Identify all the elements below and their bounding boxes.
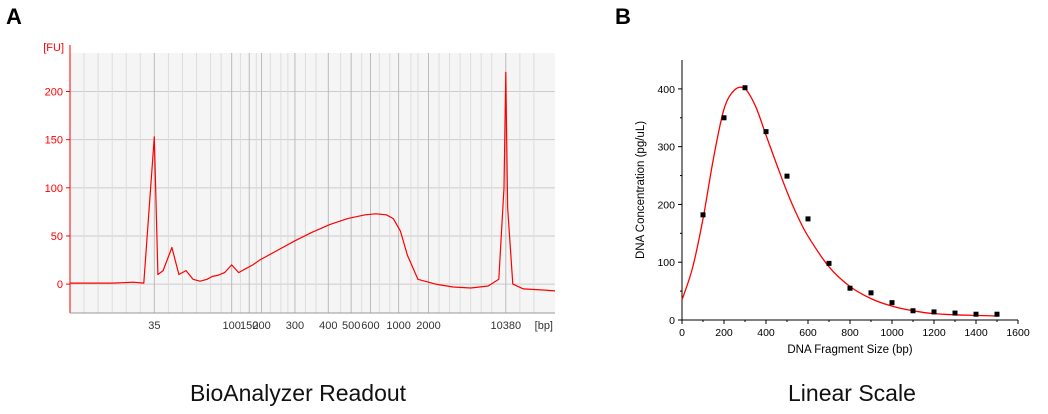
data-point bbox=[910, 308, 916, 314]
y-tick-label: 50 bbox=[51, 231, 63, 243]
linear-scale-chart: 0 100 200 300 400 0 200 400 600 800 1000 1200 1400 16… bbox=[635, 60, 1030, 356]
x-tick-label: 1200 bbox=[922, 327, 946, 339]
y-tick-label: 150 bbox=[45, 135, 63, 147]
x-axis-label: [bp] bbox=[535, 320, 553, 332]
x-tick-label: 35 bbox=[148, 320, 160, 332]
x-tick-label: 500 bbox=[342, 320, 360, 332]
data-point bbox=[700, 212, 706, 218]
x-tick-label: 400 bbox=[319, 320, 337, 332]
data-point bbox=[952, 310, 958, 316]
data-point bbox=[973, 311, 979, 317]
y-axis-label: [FU] bbox=[43, 42, 64, 54]
x-tick-label: 400 bbox=[757, 327, 775, 339]
y-tick-label: 200 bbox=[45, 87, 63, 99]
x-tick-label: 1600 bbox=[1006, 327, 1030, 339]
x-tick-label: 200 bbox=[715, 327, 733, 339]
fit-curve bbox=[681, 86, 998, 317]
data-point bbox=[721, 115, 727, 121]
caption-bioanalyzer: BioAnalyzer Readout bbox=[190, 380, 407, 406]
x-tick-label: 600 bbox=[799, 327, 817, 339]
x-tick-label: 1000 bbox=[880, 327, 904, 339]
x-tick-label: 600 bbox=[361, 320, 379, 332]
data-point bbox=[784, 173, 790, 179]
x-tick-label: 800 bbox=[841, 327, 859, 339]
x-tick-label: 200 bbox=[252, 320, 270, 332]
panel-letter-a: A bbox=[6, 4, 22, 29]
data-point bbox=[889, 300, 895, 306]
x-tick-label: 10380 bbox=[491, 320, 522, 332]
x-tick-label: 100 bbox=[222, 320, 240, 332]
x-tick-label: 1400 bbox=[964, 327, 988, 339]
electropherogram-trace bbox=[70, 71, 556, 292]
x-tick-label: 1000 bbox=[386, 320, 410, 332]
x-tick-label: 150 bbox=[240, 320, 258, 332]
data-point bbox=[994, 311, 1000, 317]
y-tick-label: 400 bbox=[657, 84, 675, 96]
y-tick-label: 100 bbox=[657, 257, 675, 269]
caption-linear-scale: Linear Scale bbox=[788, 380, 916, 406]
y-tick-label: 0 bbox=[57, 279, 63, 291]
x-tick-label: 0 bbox=[679, 327, 685, 339]
y-axis-label: DNA Concentration (pg/uL) bbox=[635, 121, 647, 259]
data-point bbox=[847, 285, 853, 291]
x-axis-label: DNA Fragment Size (bp) bbox=[787, 344, 912, 356]
y-tick-label: 100 bbox=[45, 183, 63, 195]
data-point bbox=[868, 290, 874, 296]
data-point bbox=[805, 216, 811, 222]
y-tick-label: 300 bbox=[657, 142, 675, 154]
panel-letter-b: B bbox=[615, 4, 631, 29]
y-tick-label: 0 bbox=[669, 315, 675, 327]
x-tick-label: 2000 bbox=[416, 320, 440, 332]
y-tick-label: 200 bbox=[657, 199, 675, 211]
x-tick-label: 300 bbox=[286, 320, 304, 332]
data-point bbox=[826, 260, 832, 266]
data-point bbox=[931, 309, 937, 315]
data-point bbox=[763, 129, 769, 135]
data-point bbox=[742, 85, 748, 91]
